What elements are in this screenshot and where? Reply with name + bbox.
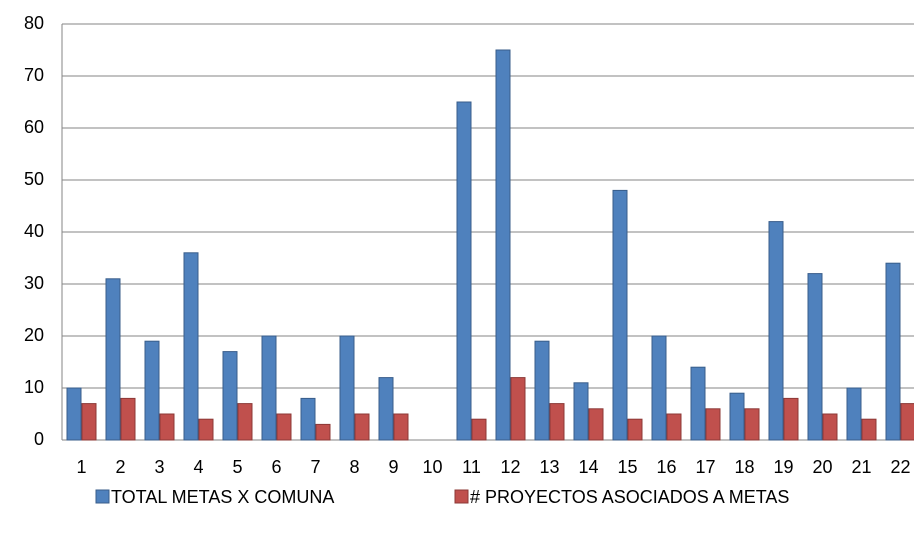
x-tick-label: 2 (115, 457, 125, 477)
x-tick-label: 12 (500, 457, 520, 477)
y-tick-label: 10 (24, 377, 44, 397)
bar (354, 413, 370, 441)
bar (651, 335, 667, 441)
bar (783, 397, 799, 441)
bar (198, 418, 214, 441)
bar (378, 377, 394, 441)
legend-swatch (95, 489, 110, 504)
x-tick-label: 9 (388, 457, 398, 477)
bar (471, 418, 487, 441)
bar (549, 403, 565, 441)
bar (885, 262, 901, 441)
bar (393, 413, 409, 441)
x-tick-label: 21 (851, 457, 871, 477)
x-tick-label: 6 (271, 457, 281, 477)
x-tick-label: 11 (462, 457, 481, 477)
bar (66, 387, 82, 441)
bar (705, 408, 721, 441)
bar (861, 418, 877, 441)
bar (222, 351, 238, 441)
x-tick-label: 17 (695, 457, 715, 477)
bar (276, 413, 292, 441)
y-tick-label: 30 (24, 273, 44, 293)
x-tick-label: 18 (734, 457, 754, 477)
bar (822, 413, 838, 441)
bar (159, 413, 175, 441)
y-tick-label: 40 (24, 221, 44, 241)
bar (237, 403, 253, 441)
bar (729, 392, 745, 441)
bar (339, 335, 355, 441)
x-tick-label: 14 (578, 457, 598, 477)
bar (510, 377, 526, 441)
x-tick-label: 4 (193, 457, 203, 477)
bar (120, 397, 136, 441)
y-tick-label: 70 (24, 65, 44, 85)
y-tick-label: 20 (24, 325, 44, 345)
bar (612, 189, 628, 441)
x-tick-label: 19 (773, 457, 793, 477)
y-tick-label: 60 (24, 117, 44, 137)
y-tick-label: 80 (24, 13, 44, 33)
bar (588, 408, 604, 441)
bar (534, 340, 550, 441)
bar (627, 418, 643, 441)
bar (573, 382, 589, 441)
legend-swatch (454, 489, 469, 504)
x-tick-label: 16 (656, 457, 676, 477)
bar (666, 413, 682, 441)
bar (768, 221, 784, 441)
bar (456, 101, 472, 441)
bar (300, 397, 316, 441)
legend-label: TOTAL METAS X COMUNA (111, 487, 334, 507)
x-tick-label: 1 (76, 457, 86, 477)
bar (144, 340, 160, 441)
y-tick-label: 50 (24, 169, 44, 189)
bar (183, 252, 199, 441)
x-tick-label: 22 (890, 457, 910, 477)
bar (105, 278, 121, 441)
x-tick-label: 10 (422, 457, 442, 477)
bar (846, 387, 862, 441)
bar (261, 335, 277, 441)
x-tick-label: 5 (232, 457, 242, 477)
x-tick-label: 20 (812, 457, 832, 477)
legend-label: # PROYECTOS ASOCIADOS A METAS (470, 487, 789, 507)
bar (495, 49, 511, 441)
bar (900, 403, 914, 441)
x-tick-label: 8 (349, 457, 359, 477)
x-tick-label: 13 (539, 457, 559, 477)
bar (81, 403, 97, 441)
bar (744, 408, 760, 441)
bar (807, 273, 823, 441)
x-tick-label: 3 (154, 457, 164, 477)
x-tick-label: 7 (310, 457, 320, 477)
x-tick-label: 15 (617, 457, 637, 477)
bar (315, 423, 331, 441)
y-tick-label: 0 (34, 429, 44, 449)
bar (690, 366, 706, 441)
